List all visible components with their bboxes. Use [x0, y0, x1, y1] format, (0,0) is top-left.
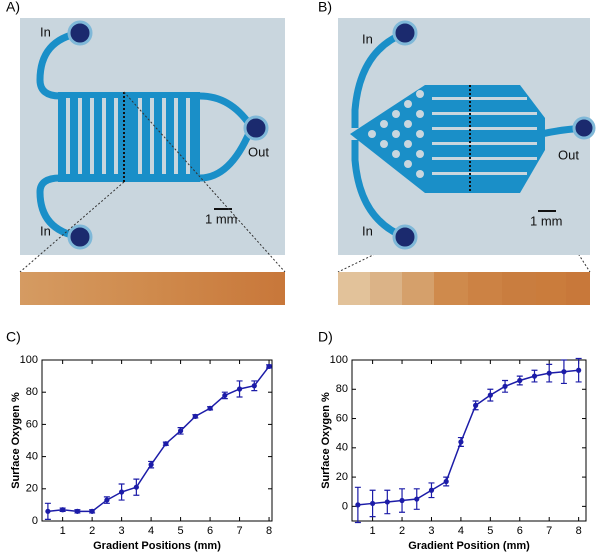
data-point: [89, 508, 95, 514]
y-tick-label: 0: [32, 515, 38, 527]
data-point: [45, 508, 51, 514]
data-point: [251, 383, 257, 389]
inlet-label: In: [40, 223, 51, 238]
data-point: [370, 500, 376, 507]
data-line: [47, 365, 270, 513]
panel-label: D): [318, 329, 333, 345]
panel-label: B): [318, 0, 332, 15]
data-line: [357, 369, 579, 506]
x-tick-label: 2: [399, 525, 405, 537]
data-point: [236, 386, 243, 392]
data-point: [266, 363, 272, 370]
scale-label: 1 mm: [530, 213, 563, 228]
y-tick-label: 100: [330, 354, 348, 366]
x-tick-label: 3: [119, 525, 125, 537]
x-tick-label: 1: [60, 525, 66, 537]
panel-label: C): [6, 329, 21, 345]
x-tick-label: 4: [458, 525, 464, 537]
x-axis-label: Gradient Positions (mm): [93, 540, 221, 552]
y-axis-label: Surface Oxygen %: [320, 392, 332, 489]
data-point: [192, 413, 198, 419]
strip-a: [20, 272, 285, 305]
data-point: [473, 402, 479, 408]
data-point: [502, 383, 508, 389]
x-tick-label: 5: [178, 525, 184, 537]
y-tick-label: 60: [336, 412, 348, 424]
data-point: [104, 497, 110, 503]
data-point: [399, 497, 405, 504]
data-point: [443, 478, 449, 485]
outlet-label: Out: [558, 147, 579, 162]
data-point: [119, 489, 125, 495]
data-point: [355, 502, 361, 508]
data-point: [531, 373, 538, 379]
plot-frame: [351, 359, 587, 522]
data-point: [207, 405, 213, 411]
data-point: [60, 507, 66, 513]
data-point: [428, 487, 435, 493]
y-tick-label: 0: [342, 500, 348, 512]
data-point: [133, 484, 139, 490]
data-point: [546, 370, 552, 376]
y-tick-label: 60: [26, 418, 38, 430]
scale-label: 1 mm: [205, 211, 238, 226]
inlet-label: In: [362, 223, 373, 238]
photo-b: In In Out 1 mm: [338, 18, 596, 255]
data-point: [458, 439, 464, 445]
inlet-label: In: [40, 24, 51, 39]
data-point: [177, 428, 184, 434]
data-point: [384, 499, 390, 505]
plot-frame: [41, 359, 273, 522]
x-tick-label: 1: [370, 525, 376, 537]
data-point: [148, 462, 154, 468]
x-tick-label: 8: [266, 525, 272, 537]
y-axis-label: Surface Oxygen %: [10, 392, 22, 489]
data-point: [517, 377, 523, 384]
y-tick-label: 40: [26, 451, 38, 463]
data-point: [222, 392, 228, 399]
x-axis-label: Gradient Position (mm): [408, 540, 530, 552]
strip-b: [338, 272, 590, 305]
data-point: [576, 367, 582, 373]
outlet-label: Out: [248, 144, 269, 159]
data-point: [163, 441, 169, 447]
y-tick-label: 80: [336, 383, 348, 395]
x-tick-label: 2: [89, 525, 95, 537]
x-tick-label: 7: [237, 525, 243, 537]
y-tick-label: 80: [26, 386, 38, 398]
y-tick-label: 100: [20, 354, 38, 366]
y-tick-label: 40: [336, 442, 348, 454]
x-tick-label: 3: [428, 525, 434, 537]
y-tick-label: 20: [26, 483, 38, 495]
y-tick-label: 20: [336, 471, 348, 483]
x-tick-label: 5: [487, 525, 493, 537]
panel-label: A): [6, 0, 20, 15]
data-point: [561, 369, 567, 375]
inlet-label: In: [362, 31, 373, 46]
data-point: [414, 496, 420, 502]
photo-a: In In Out 1 mm: [20, 18, 285, 255]
data-point: [487, 392, 493, 398]
x-tick-label: 8: [576, 525, 582, 537]
data-point: [74, 508, 80, 514]
x-tick-label: 7: [546, 525, 552, 537]
x-tick-label: 6: [517, 525, 523, 537]
x-tick-label: 6: [207, 525, 213, 537]
x-tick-label: 4: [148, 525, 154, 537]
